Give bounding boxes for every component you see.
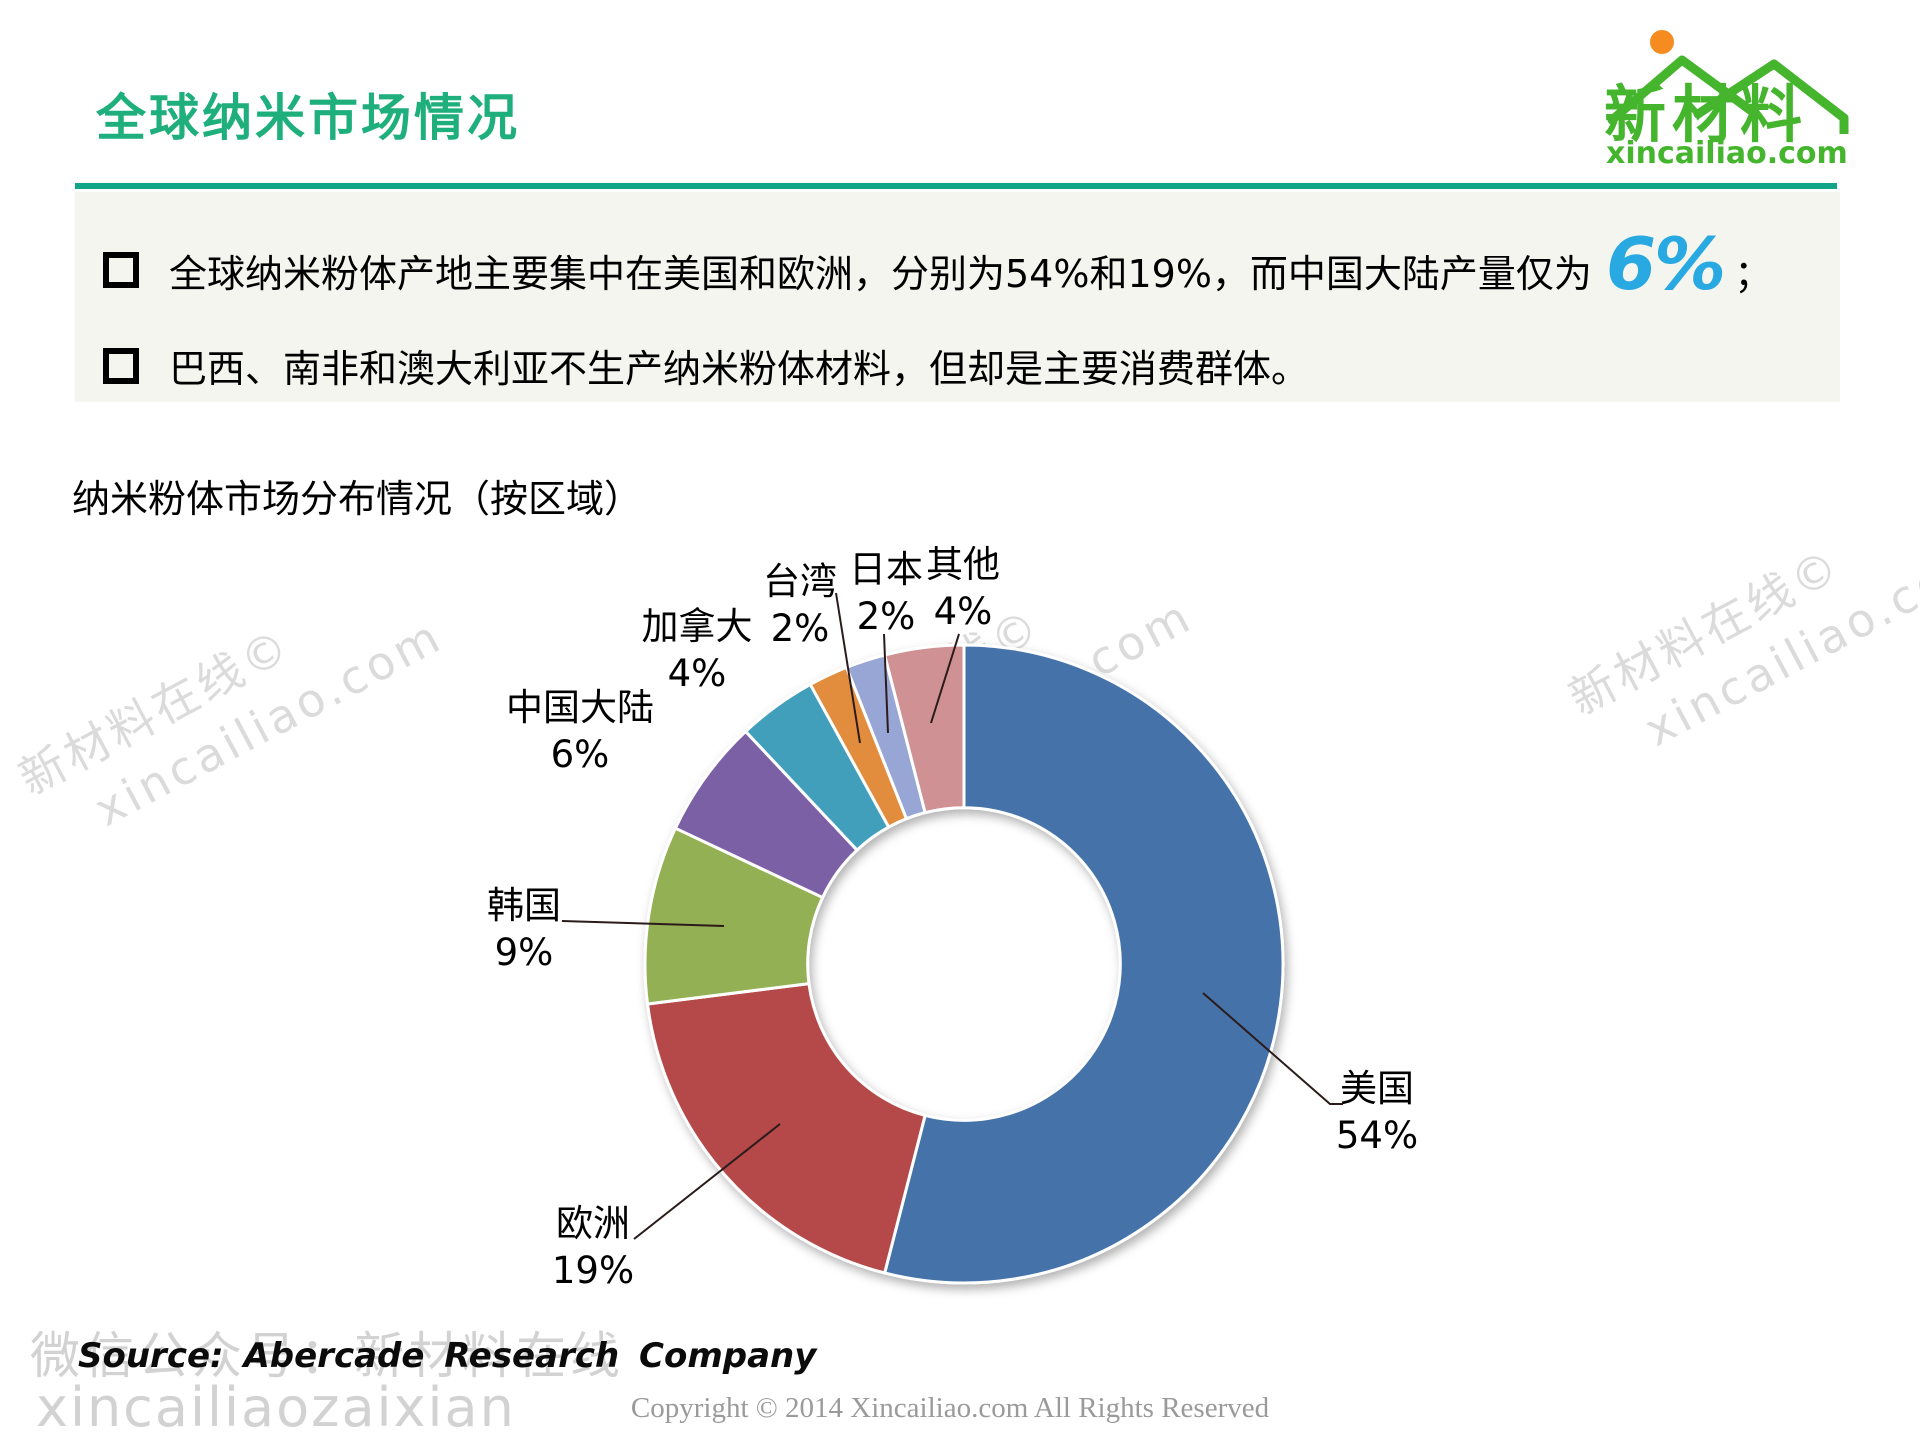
- pie-slice-欧洲: [646, 982, 927, 1275]
- title-underline: [75, 183, 1837, 189]
- bullet-text-post: ；: [1734, 251, 1773, 296]
- leader-line-欧洲: [633, 1123, 781, 1240]
- square-bullet-icon: [103, 347, 139, 384]
- chart-title: 纳米粉体市场分布情况（按区域）: [72, 477, 643, 521]
- copyright-text: Copyright © 2014 Xincailiao.com All Righ…: [630, 1392, 1270, 1424]
- summary-panel: 全球纳米粉体产地主要集中在美国和欧洲，分别为54%和19%，而中国大陆产量仅为 …: [75, 192, 1840, 402]
- leader-line-美国: [1202, 992, 1343, 1105]
- leader-line-台湾: [835, 592, 861, 744]
- leader-line-韩国: [561, 920, 725, 927]
- bullet-text: 巴西、南非和澳大利亚不生产纳米粉体材料，但却是主要消费群体。: [169, 347, 1310, 391]
- sun-icon: [1650, 30, 1674, 54]
- square-bullet-icon: [103, 252, 139, 288]
- brand-logo: 新材料 xincailiao.com: [1598, 24, 1856, 176]
- page-title: 全球纳米市场情况: [96, 89, 520, 147]
- house-roof-icon: [1607, 30, 1849, 134]
- bullet-item: 全球纳米粉体产地主要集中在美国和欧洲，分别为54%和19%，而中国大陆产量仅为 …: [103, 222, 1773, 312]
- watermark-handle: xincailiaozaixian: [36, 1376, 516, 1439]
- bullet-text: 全球纳米粉体产地主要集中在美国和欧洲，分别为54%和19%，而中国大陆产量仅为: [169, 251, 1592, 296]
- bullet-item: 巴西、南非和澳大利亚不生产纳米粉体材料，但却是主要消费群体。: [103, 338, 1309, 393]
- pie-slice-其他: [883, 643, 966, 815]
- logo-brand-text: 新材料: [1604, 78, 1809, 151]
- pie-slice-美国: [883, 643, 1285, 1285]
- highlight-percentage: 6%: [1605, 222, 1726, 306]
- leader-line-日本: [883, 633, 889, 734]
- leader-line-其他: [930, 633, 960, 724]
- watermark-wechat: 微信公众号：新材料在线: [30, 1327, 624, 1385]
- source-note: Source: Abercade Research Company: [78, 1336, 817, 1376]
- logo-domain-text: xincailiao.com: [1606, 136, 1848, 171]
